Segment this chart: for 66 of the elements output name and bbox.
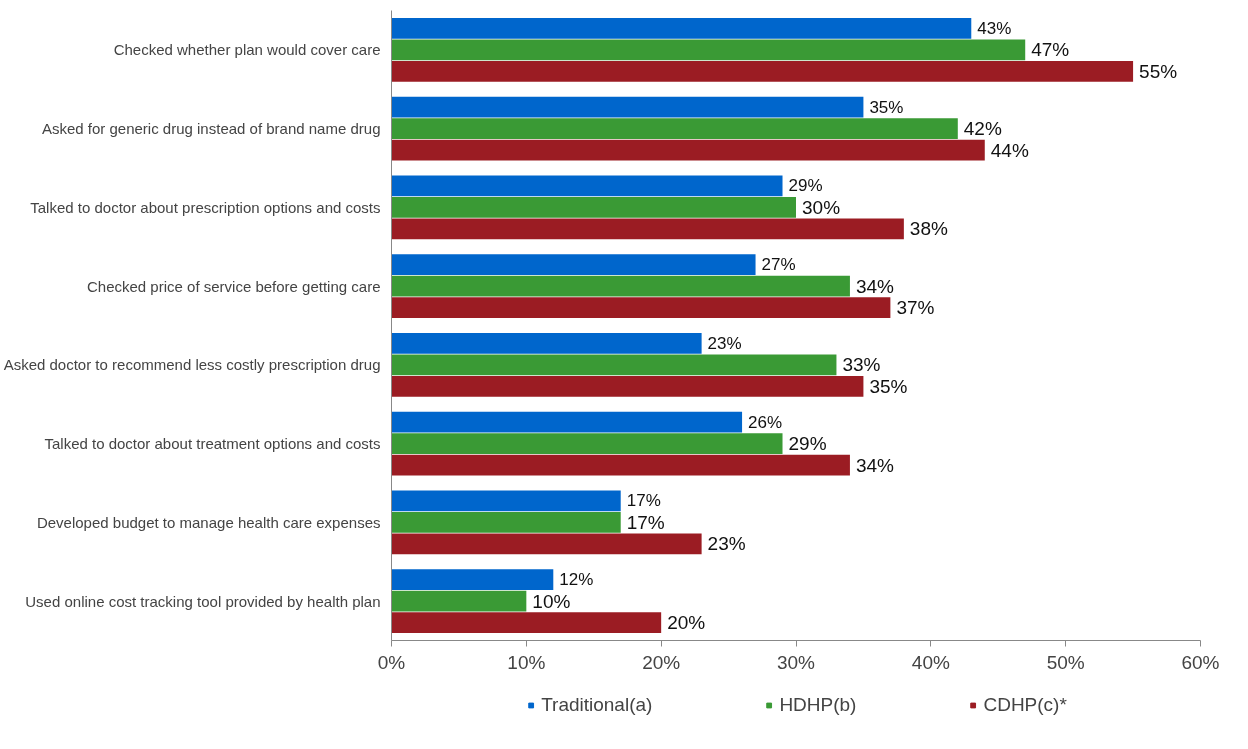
- y-tick-label: Talked to doctor about treatment options and costs: [44, 435, 381, 453]
- bar: [391, 118, 958, 139]
- x-tick-label: 0%: [377, 651, 406, 673]
- data-label: 12%: [559, 570, 594, 590]
- data-label: 27%: [761, 255, 796, 275]
- data-label: 29%: [788, 433, 827, 455]
- data-label: 47%: [1031, 39, 1070, 61]
- data-label: 43%: [977, 18, 1012, 38]
- bar: [391, 39, 1026, 61]
- bar: [391, 96, 864, 118]
- x-tick-label: 20%: [642, 651, 681, 673]
- data-label: 23%: [707, 333, 742, 353]
- x-tick-label: 10%: [507, 651, 546, 673]
- data-label: 55%: [1139, 60, 1178, 82]
- data-label: 10%: [532, 590, 571, 612]
- x-tick-label: 60%: [1181, 651, 1220, 673]
- bar: [391, 175, 783, 197]
- data-label: 30%: [802, 196, 841, 218]
- legend-label: HDHP(b): [779, 694, 857, 716]
- bar: [391, 275, 850, 297]
- data-label: 34%: [855, 454, 895, 476]
- bar: [391, 218, 904, 240]
- bar: [391, 533, 702, 555]
- legend-label: CDHP(c)*: [983, 694, 1067, 716]
- data-label: 35%: [869, 97, 904, 117]
- data-label: 34%: [855, 275, 895, 297]
- bar: [391, 297, 891, 318]
- bar: [391, 376, 864, 397]
- bar: [391, 254, 756, 275]
- bar: [391, 139, 985, 161]
- y-tick-label: Talked to doctor about prescription options and costs: [30, 198, 381, 216]
- data-label: 37%: [896, 297, 935, 319]
- bar: [391, 333, 702, 354]
- data-label: 29%: [788, 176, 823, 196]
- data-label: 42%: [963, 118, 1002, 140]
- data-label: 20%: [667, 612, 706, 634]
- data-label: 17%: [626, 511, 665, 533]
- bar: [391, 433, 783, 454]
- bar: [391, 454, 850, 476]
- data-label: 35%: [869, 375, 908, 397]
- y-tick-label: Checked whether plan would cover care: [113, 41, 381, 59]
- y-tick-label: Asked doctor to recommend less costly prescription drug: [3, 356, 381, 374]
- data-label: 33%: [842, 354, 881, 376]
- legend-label: Traditional(a): [541, 694, 653, 716]
- data-label: 23%: [707, 533, 746, 555]
- bar: [391, 411, 743, 433]
- data-label: 17%: [626, 491, 661, 511]
- data-label: 26%: [748, 412, 783, 432]
- x-tick-label: 30%: [776, 651, 816, 673]
- x-tick-label: 50%: [1046, 651, 1085, 673]
- y-tick-label: Asked for generic drug instead of brand name drug: [41, 120, 381, 138]
- bar: [391, 512, 621, 533]
- bar: [391, 61, 1134, 82]
- bar: [391, 354, 837, 376]
- data-label: 38%: [909, 218, 948, 240]
- bar: [391, 569, 554, 590]
- x-tick-label: 40%: [911, 651, 950, 673]
- bar: [391, 18, 972, 39]
- bar: [391, 197, 796, 218]
- y-tick-label: Checked price of service before getting care: [87, 277, 381, 295]
- bar: [391, 612, 662, 633]
- y-tick-label: Used online cost tracking tool provided by health plan: [25, 592, 381, 610]
- data-label: 44%: [990, 139, 1029, 161]
- bar: [391, 490, 621, 512]
- y-tick-label: Developed budget to manage health care expenses: [36, 513, 381, 531]
- bar: [391, 590, 527, 612]
